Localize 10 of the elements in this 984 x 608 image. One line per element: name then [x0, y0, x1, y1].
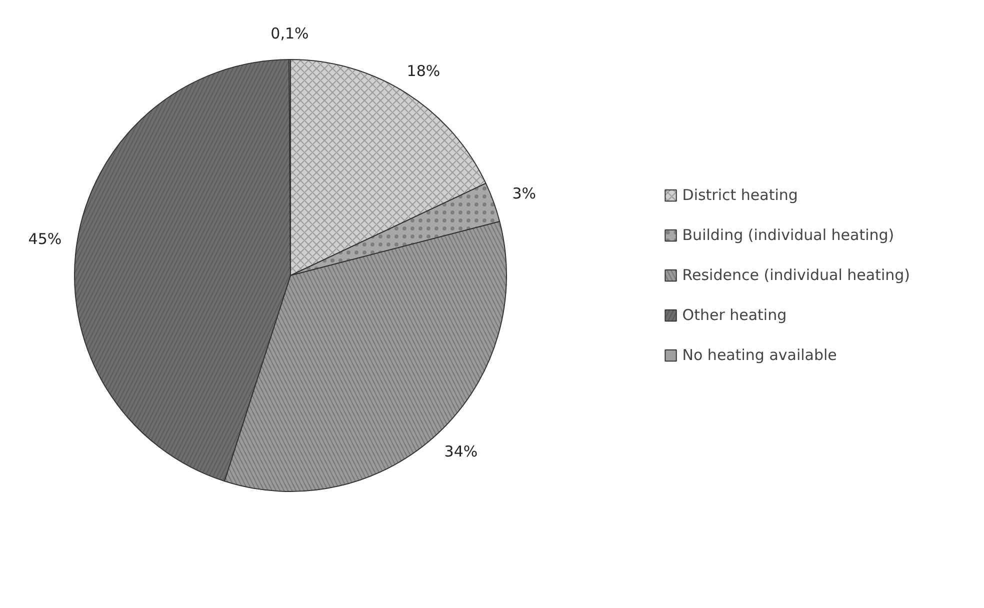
legend-label: Building (individual heating) [682, 226, 894, 244]
data-label: 0,1% [270, 24, 309, 43]
data-label: 45% [28, 230, 62, 248]
data-label: 18% [406, 62, 440, 80]
legend-label: Other heating [682, 306, 787, 324]
data-label: 3% [512, 184, 536, 202]
legend-label: District heating [682, 186, 798, 204]
legend-label: Residence (individual heating) [682, 266, 910, 284]
legend-label: No heating available [682, 346, 837, 364]
data-label: 34% [444, 442, 478, 460]
